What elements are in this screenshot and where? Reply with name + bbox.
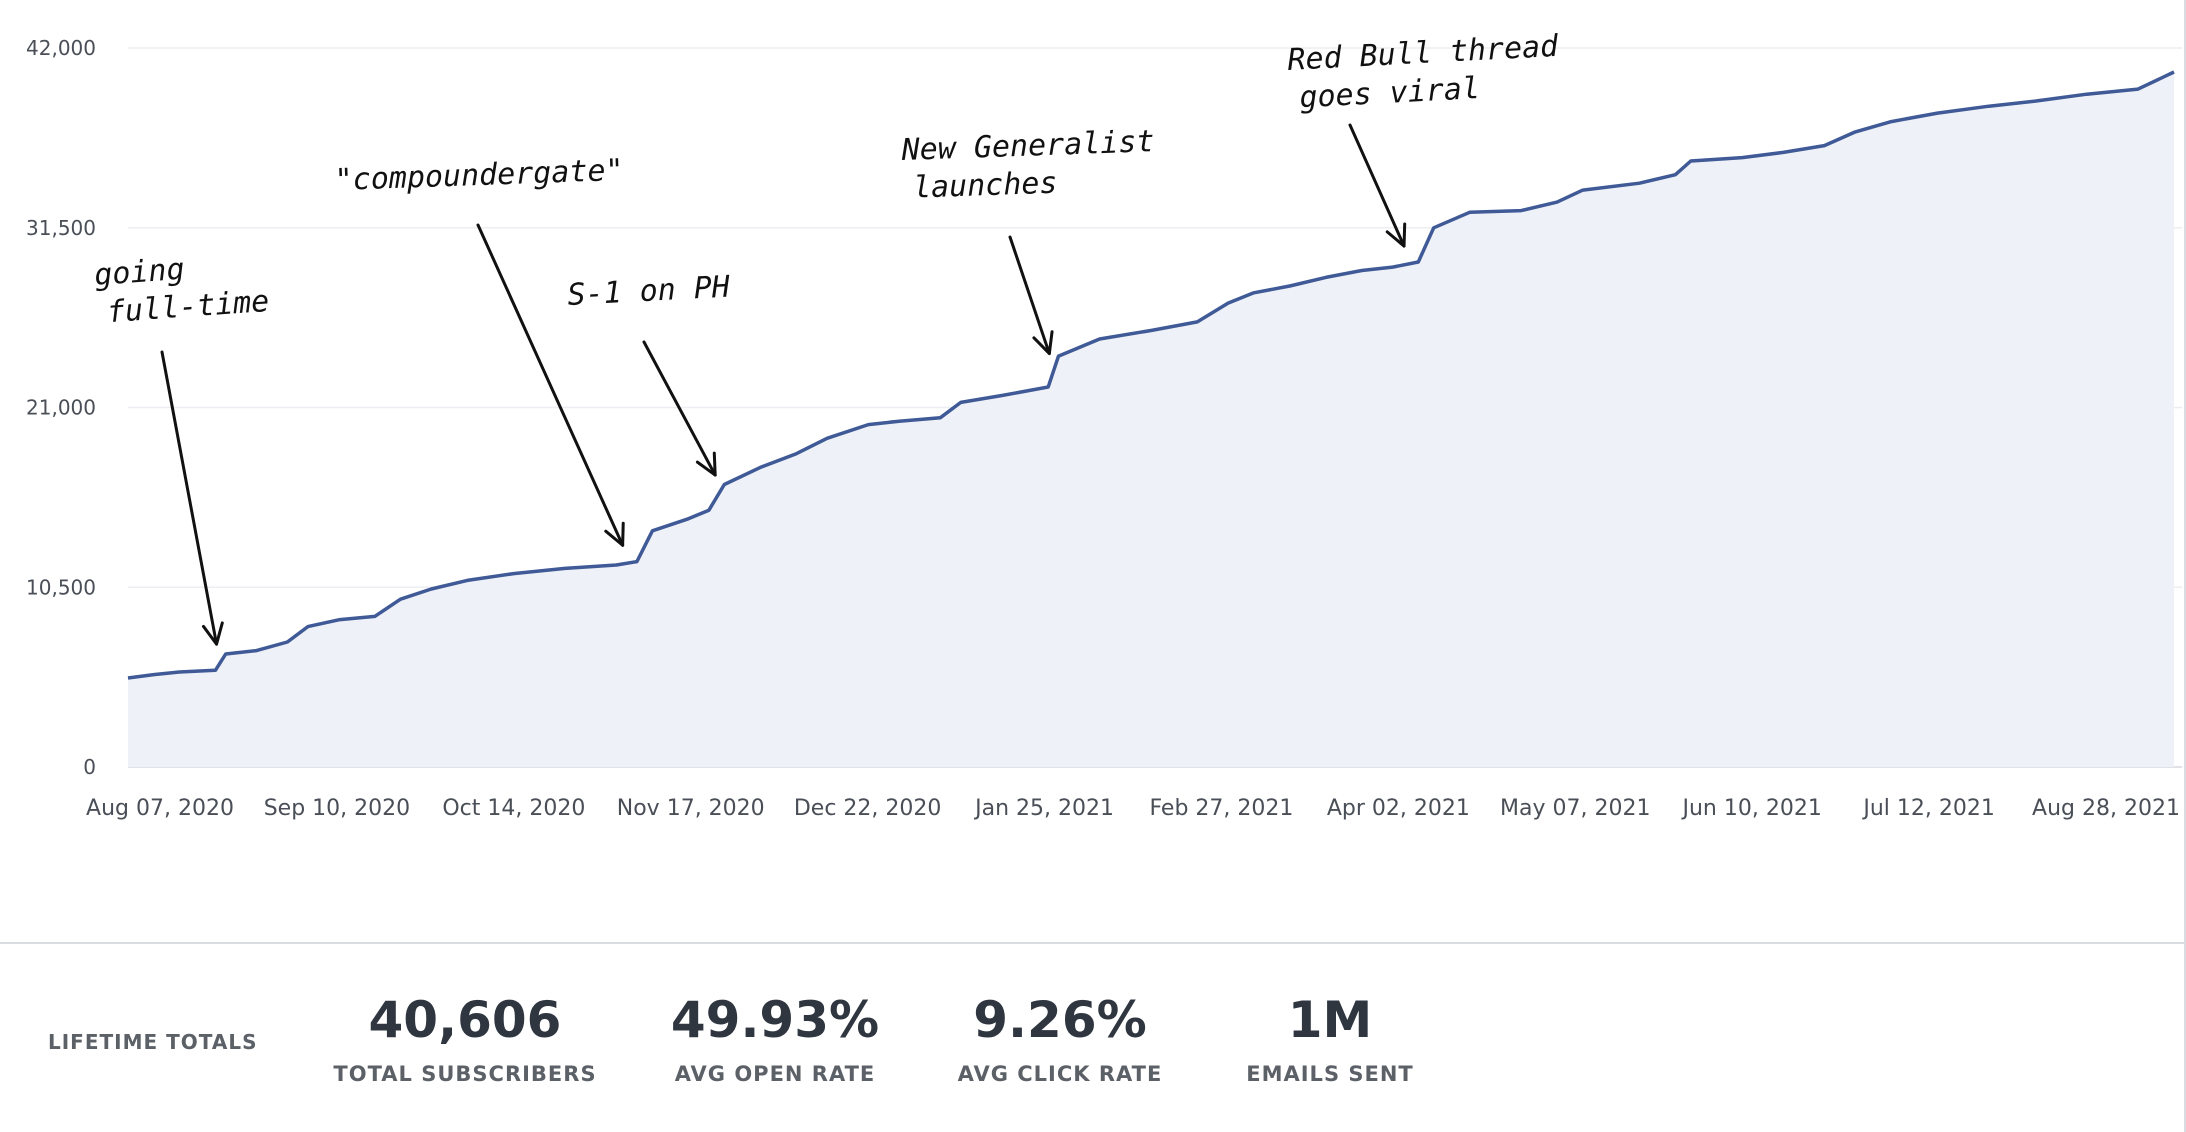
stat-total-subscribers: 40,606 TOTAL SUBSCRIBERS (330, 990, 600, 1086)
stat-emails-sent: 1M EMAILS SENT (1230, 990, 1430, 1086)
y-tick-label: 21,000 (26, 396, 96, 420)
x-tick-label: Aug 07, 2020 (86, 796, 234, 821)
stat-avg-open-rate: 49.93% AVG OPEN RATE (660, 990, 890, 1086)
annotation-text: goes viral (1299, 71, 1481, 115)
x-tick-label: Oct 14, 2020 (442, 796, 585, 821)
stat-label: AVG OPEN RATE (674, 1062, 876, 1086)
y-axis: 0 10,500 21,000 31,500 42,000 (26, 36, 96, 779)
annotation-text: going (93, 252, 186, 293)
section-divider (0, 942, 2186, 944)
x-tick-label: Dec 22, 2020 (794, 796, 942, 821)
stat-value: 9.26% (973, 991, 1147, 1049)
annotation: S-1 on PH (567, 269, 732, 477)
annotation-arrow (1348, 123, 1406, 248)
subscriber-growth-chart: 0 10,500 21,000 31,500 42,000 Aug 07, 2020 Se… (26, 29, 2182, 821)
series-area (128, 72, 2174, 767)
annotation-arrow (160, 350, 219, 646)
x-tick-label: Jul 12, 2021 (1861, 796, 1995, 821)
y-tick-label: 0 (83, 755, 96, 779)
arrow-head (604, 521, 625, 547)
stat-label: TOTAL SUBSCRIBERS (333, 1062, 597, 1086)
x-tick-label: Feb 27, 2021 (1149, 796, 1293, 821)
lifetime-totals-label: LIFETIME TOTALS (48, 1030, 258, 1054)
stat-value: 1M (1287, 991, 1373, 1049)
annotation-text: "compoundergate" (334, 153, 624, 198)
annotation-arrow (476, 223, 625, 547)
arrow-head (1032, 330, 1054, 356)
stat-label: EMAILS SENT (1246, 1062, 1414, 1086)
x-tick-label: Jan 25, 2021 (973, 796, 1114, 821)
stat-value: 40,606 (368, 991, 562, 1049)
y-tick-label: 10,500 (26, 575, 96, 599)
x-tick-label: May 07, 2021 (1500, 796, 1650, 821)
x-tick-label: Sep 10, 2020 (264, 796, 410, 821)
arrow-head (1385, 222, 1407, 248)
series-line (127, 70, 2175, 680)
x-tick-label: Nov 17, 2020 (617, 796, 765, 821)
annotation-arrow (1008, 235, 1051, 356)
panel-border (2184, 0, 2186, 1132)
arrow-head (695, 451, 717, 477)
x-axis: Aug 07, 2020 Sep 10, 2020 Oct 14, 2020 Nov … (86, 796, 2180, 821)
x-tick-label: Apr 02, 2021 (1327, 796, 1470, 821)
annotation-arrow (642, 340, 717, 477)
annotation-text: New Generalist (900, 124, 1155, 168)
x-tick-label: Jun 10, 2021 (1681, 796, 1822, 821)
annotation-text: S-1 on PH (567, 269, 732, 313)
annotation: "compoundergate" (334, 153, 625, 547)
annotation-text: launches (912, 166, 1058, 206)
arrow-head (201, 621, 224, 646)
stat-value: 49.93% (670, 991, 880, 1049)
annotation-text: Red Bull thread (1287, 29, 1560, 78)
y-tick-label: 31,500 (26, 216, 96, 240)
x-tick-label: Aug 28, 2021 (2032, 796, 2180, 821)
stat-avg-click-rate: 9.26% AVG CLICK RATE (945, 990, 1175, 1086)
annotation-text: full-time (106, 284, 271, 330)
stat-label: AVG CLICK RATE (957, 1062, 1163, 1086)
y-tick-label: 42,000 (26, 36, 96, 60)
